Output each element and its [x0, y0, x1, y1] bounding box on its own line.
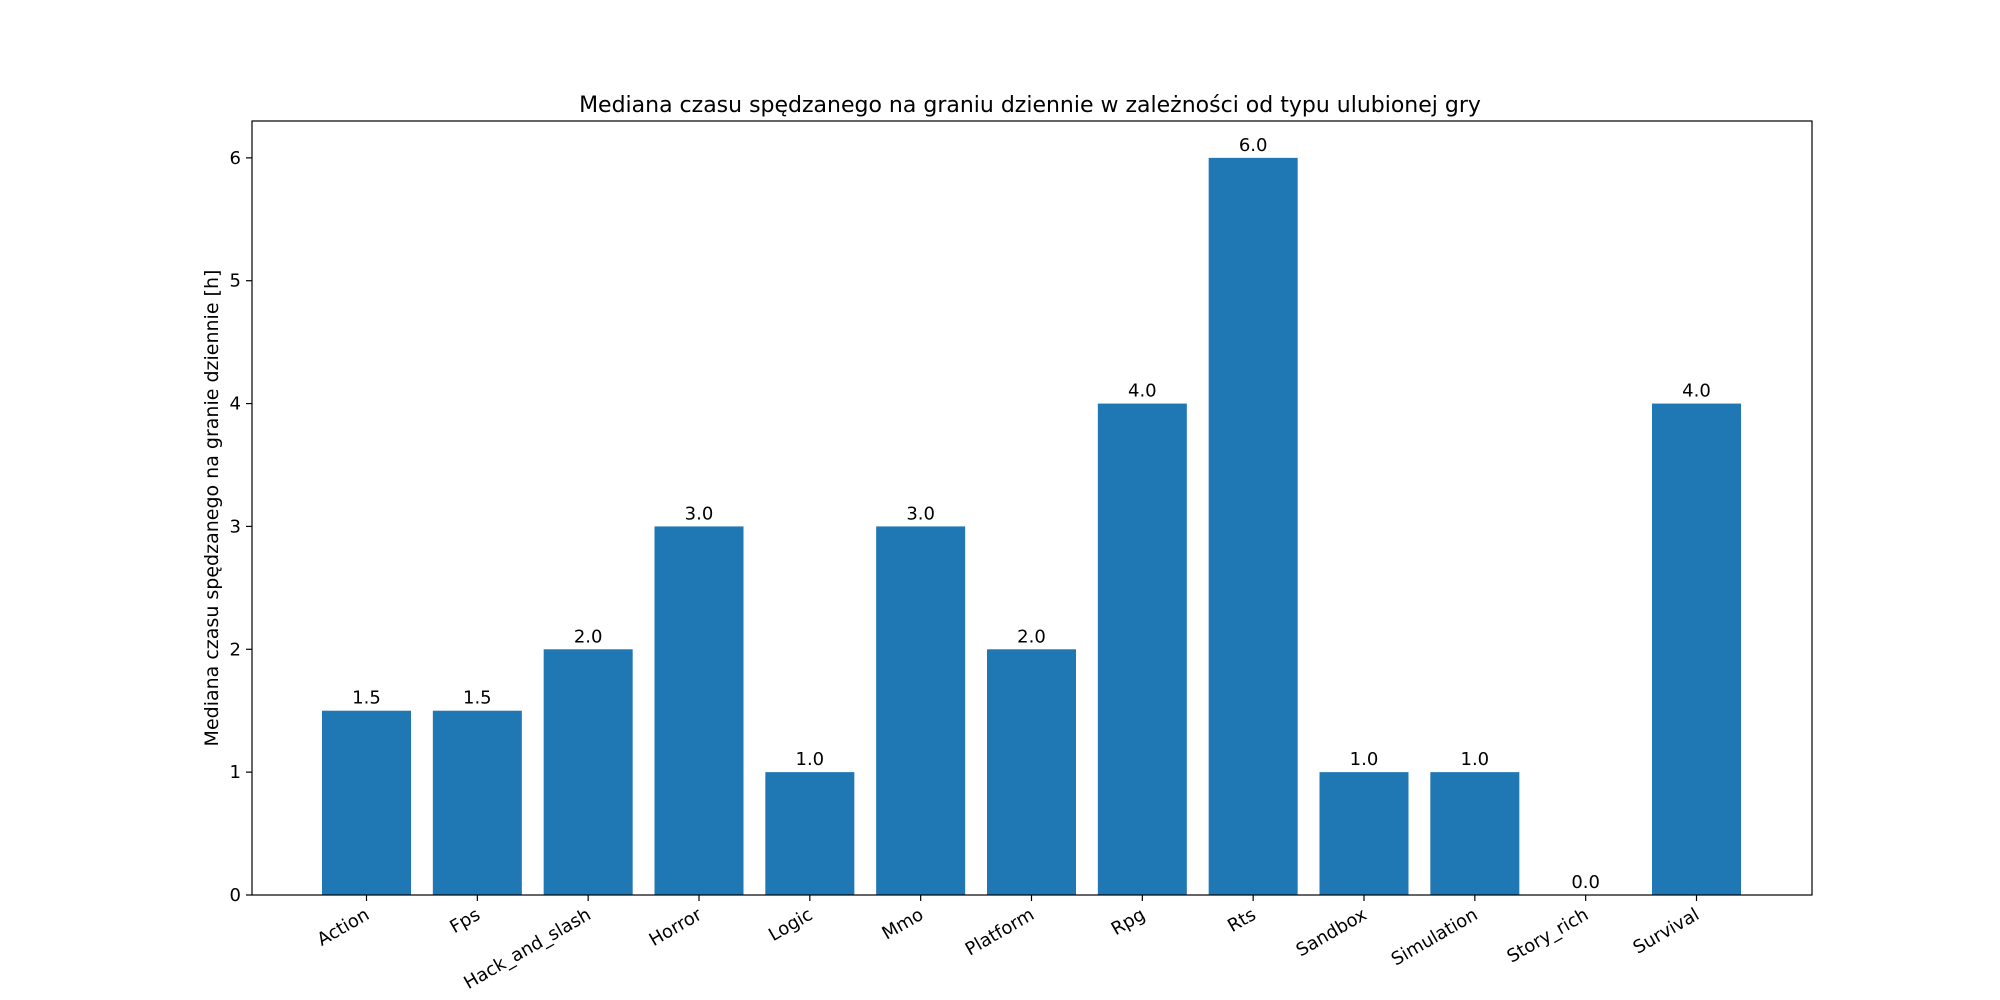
y-tick-label: 5	[230, 271, 241, 292]
y-tick-label: 1	[230, 762, 241, 783]
value-label-survival: 4.0	[1682, 381, 1711, 402]
bar-platform	[987, 649, 1076, 895]
value-label-sandbox: 1.0	[1350, 749, 1379, 770]
axes-frame	[251, 120, 1813, 896]
value-label-simulation: 1.0	[1461, 749, 1490, 770]
x-tick-label-action: Action	[314, 904, 373, 950]
value-label-hack-and-slash: 2.0	[574, 626, 603, 647]
x-tick-label-mmo: Mmo	[878, 904, 927, 944]
y-tick-label: 6	[230, 148, 241, 169]
x-tick-label-simulation: Simulation	[1388, 904, 1482, 970]
bar-rts	[1208, 157, 1298, 895]
value-label-mmo: 3.0	[906, 503, 935, 524]
x-tick-label-sandbox: Sandbox	[1293, 904, 1371, 961]
x-tick-label-rts: Rts	[1224, 904, 1260, 937]
x-tick-label-platform: Platform	[962, 904, 1038, 960]
value-label-action: 1.5	[352, 688, 381, 709]
bar-survival	[1652, 403, 1741, 895]
bar-rpg	[1097, 403, 1187, 895]
y-tick-label: 3	[230, 516, 241, 537]
value-label-logic: 1.0	[796, 749, 825, 770]
bar-simulation	[1430, 772, 1520, 895]
bar-fps	[432, 710, 522, 895]
chart-title: Mediana czasu spędzanego na graniu dzien…	[579, 93, 1481, 118]
value-label-fps: 1.5	[463, 688, 492, 709]
bar-mmo	[876, 526, 966, 895]
x-tick-label-story-rich: Story_rich	[1503, 904, 1592, 967]
bar-sandbox	[1319, 772, 1409, 895]
y-axis-label: Mediana czasu spędzanego na granie dzien…	[201, 270, 223, 747]
x-tick-label-survival: Survival	[1630, 904, 1703, 958]
bar-horror	[654, 526, 744, 895]
y-tick-label: 0	[230, 885, 241, 906]
bar-hack-and-slash	[543, 649, 633, 895]
x-tick-label-logic: Logic	[765, 904, 816, 946]
value-label-story-rich: 0.0	[1571, 872, 1600, 893]
bar-action	[322, 710, 411, 895]
y-tick-label: 4	[230, 394, 241, 415]
value-label-platform: 2.0	[1017, 626, 1046, 647]
x-tick-label-horror: Horror	[646, 904, 706, 951]
x-tick-label-rpg: Rpg	[1108, 904, 1149, 940]
bar-logic	[765, 772, 855, 895]
value-label-rpg: 4.0	[1128, 381, 1157, 402]
x-tick-label-fps: Fps	[446, 904, 483, 938]
value-label-horror: 3.0	[685, 503, 714, 524]
value-label-rts: 6.0	[1239, 135, 1268, 156]
plot-area: 1.5Action1.5Fps2.0Hack_and_slash3.0Horro…	[230, 120, 1813, 994]
y-tick-label: 2	[230, 639, 241, 660]
